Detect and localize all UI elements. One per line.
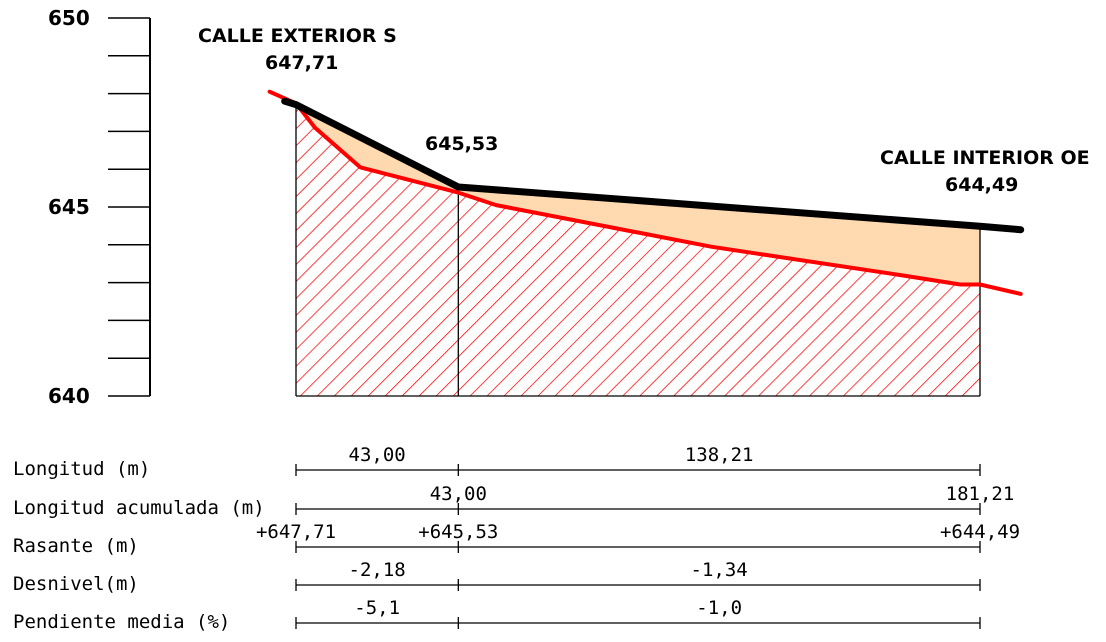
point-elevation-exterior: 647,71 (265, 52, 338, 74)
hatched-fill-area (296, 103, 980, 397)
elevation-axis: 650 645 640 (48, 6, 151, 408)
table-value: -2,18 (349, 559, 406, 581)
axis-tick-label: 640 (48, 384, 90, 408)
cut-fill-area (296, 103, 980, 285)
profile-data-table: Longitud (m) 43,00 138,21 Longitud acumulad… (13, 444, 1020, 633)
table-value: 43,00 (349, 444, 406, 466)
table-value: 43,00 (430, 483, 487, 505)
table-value: +644,49 (940, 521, 1020, 543)
table-value: -5,1 (354, 597, 400, 619)
table-row: Longitud acumulada (m) 43,00 181,21 (13, 483, 1014, 519)
table-row-label: Pendiente media (%) (13, 611, 230, 633)
table-row-label: Longitud acumulada (m) (13, 497, 265, 519)
point-label-middle: 645,53 (425, 133, 498, 155)
axis-tick-label: 645 (48, 195, 90, 219)
table-row: Pendiente media (%) -5,1 -1,0 (13, 597, 981, 633)
table-row: Desnivel(m) -2,18 -1,34 (13, 559, 981, 595)
table-value: 138,21 (685, 444, 754, 466)
table-row: Rasante (m) +647,71 +645,53 +644,49 (13, 521, 1020, 557)
grade-line-black (281, 97, 1025, 234)
table-value: 181,21 (946, 483, 1015, 505)
table-value: +647,71 (256, 521, 336, 543)
table-row: Longitud (m) 43,00 138,21 (13, 444, 981, 480)
point-elevation-middle: 645,53 (425, 133, 498, 155)
table-value: +645,53 (418, 521, 498, 543)
table-value: -1,0 (696, 597, 742, 619)
table-row-label: Desnivel(m) (13, 573, 139, 595)
point-name-exterior: CALLE EXTERIOR S (198, 25, 397, 47)
point-elevation-interior: 644,49 (945, 174, 1018, 196)
terrain-line-red (267, 89, 1023, 296)
table-value: -1,34 (691, 559, 748, 581)
point-label-exterior: CALLE EXTERIOR S 647,71 (198, 25, 397, 74)
point-label-interior: CALLE INTERIOR OE 644,49 (880, 147, 1090, 196)
point-name-interior: CALLE INTERIOR OE (880, 147, 1090, 169)
table-row-label: Longitud (m) (13, 458, 150, 480)
axis-tick-label: 650 (48, 6, 90, 30)
table-row-label: Rasante (m) (13, 535, 139, 557)
